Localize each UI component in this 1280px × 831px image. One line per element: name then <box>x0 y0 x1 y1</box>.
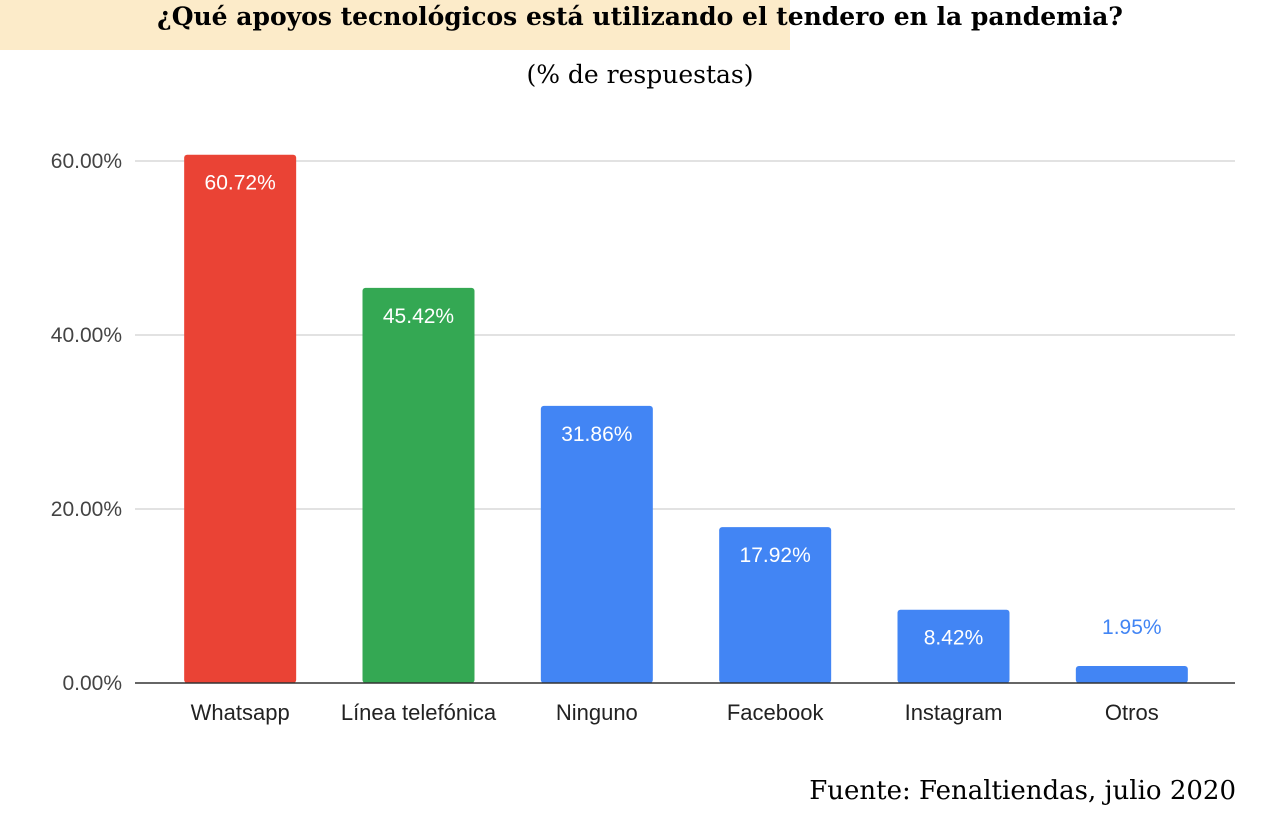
category-label: Línea telefónica <box>341 700 497 725</box>
data-label: 60.72% <box>205 172 276 195</box>
data-label: 17.92% <box>740 544 811 567</box>
category-label: Instagram <box>905 700 1003 725</box>
y-tick-label: 20.00% <box>51 498 122 521</box>
y-tick-label: 60.00% <box>51 150 122 173</box>
source-note: Fuente: Fenaltiendas, julio 2020 <box>809 776 1236 806</box>
y-axis-ticks: 0.00% 20.00% 40.00% 60.00% <box>51 150 122 695</box>
chart-subtitle: (% de respuestas) <box>526 60 754 89</box>
chart-title: ¿Qué apoyos tecnológicos está utilizando… <box>157 2 1123 31</box>
bar <box>1075 666 1188 683</box>
category-label: Otros <box>1105 700 1159 725</box>
y-tick-label: 0.00% <box>62 672 122 695</box>
data-label: 45.42% <box>383 305 454 328</box>
x-axis-categories: Whatsapp Línea telefónica Ninguno Facebook I… <box>191 700 1159 725</box>
bar <box>362 287 475 683</box>
bar <box>540 405 653 683</box>
data-label: 31.86% <box>561 423 632 446</box>
data-label: 1.95% <box>1102 616 1162 639</box>
data-labels: 60.72% 45.42% 31.86% 17.92% 8.42% 1.95% <box>205 172 1162 650</box>
category-label: Whatsapp <box>191 700 290 725</box>
bar <box>897 609 1010 683</box>
category-label: Facebook <box>727 700 825 725</box>
bars <box>184 154 1188 684</box>
title-highlight <box>0 0 790 50</box>
y-tick-label: 40.00% <box>51 324 122 347</box>
category-label: Ninguno <box>556 700 638 725</box>
gridlines <box>135 160 1235 510</box>
bar <box>719 527 832 683</box>
data-label: 8.42% <box>924 627 984 650</box>
bar <box>184 154 297 684</box>
